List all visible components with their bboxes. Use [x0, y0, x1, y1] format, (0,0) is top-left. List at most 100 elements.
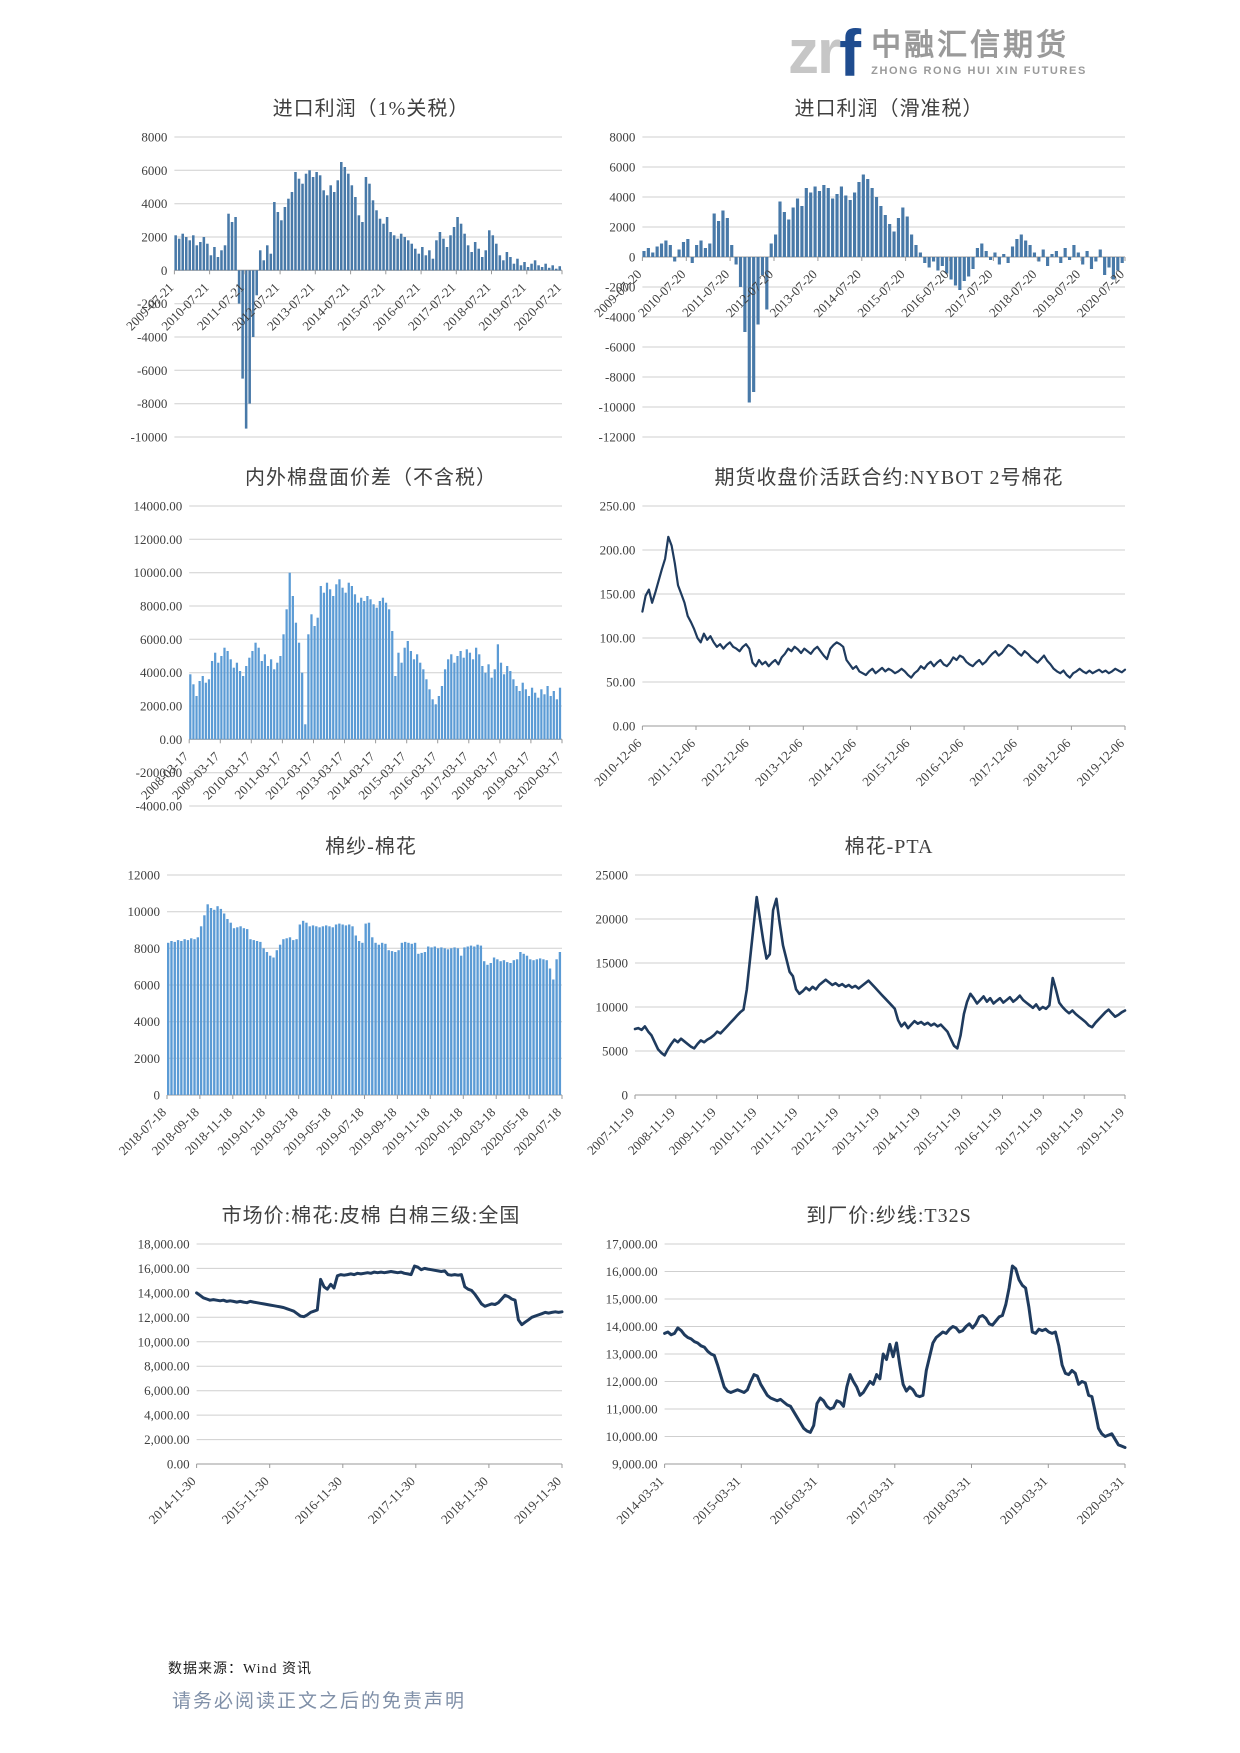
svg-text:25000: 25000 — [596, 868, 629, 883]
svg-text:-4000.00: -4000.00 — [136, 799, 183, 814]
svg-text:15000: 15000 — [596, 956, 629, 971]
svg-text:15,000.00: 15,000.00 — [606, 1292, 658, 1307]
svg-text:0: 0 — [161, 263, 168, 278]
chart-title: 棉纱-棉花 — [325, 836, 417, 858]
chart-nybot-cotton-no2-close: 期货收盘价活跃合约:NYBOT 2号棉花 250.00 200.00 150.00 1… — [586, 461, 1146, 822]
disclaimer-note: 请务必阅读正文之后的免责声明 — [172, 1691, 467, 1712]
svg-text:10,000.00: 10,000.00 — [606, 1429, 658, 1444]
svg-text:2014-03-31: 2014-03-31 — [613, 1474, 667, 1528]
chart-yarn-minus-cotton: 棉纱-棉花 12000 10000 8000 6000 4000 2000 0 2018-07… — [116, 830, 578, 1191]
svg-text:2015-12-06: 2015-12-06 — [859, 735, 913, 789]
svg-text:2000.00: 2000.00 — [140, 699, 182, 714]
svg-text:-4000: -4000 — [605, 310, 635, 325]
svg-text:50.00: 50.00 — [606, 675, 635, 690]
svg-text:4000.00: 4000.00 — [140, 665, 182, 680]
svg-text:250.00: 250.00 — [600, 499, 636, 514]
svg-text:20000: 20000 — [596, 912, 629, 927]
svg-text:12,000.00: 12,000.00 — [606, 1374, 658, 1389]
svg-text:2017-11-30: 2017-11-30 — [365, 1474, 418, 1527]
logo-wordmark: 中融汇信期货 ZHONG RONG HUI XIN FUTURES — [871, 29, 1087, 77]
chart-cotton-minus-pta: 棉花-PTA 25000 20000 15000 10000 5000 0 2007-11-… — [584, 830, 1146, 1191]
svg-text:2015-03-31: 2015-03-31 — [690, 1474, 744, 1528]
svg-text:9,000.00: 9,000.00 — [612, 1457, 658, 1472]
line-chart-plot: 250.00 200.00 150.00 100.00 50.00 0.00 2010-12… — [586, 492, 1146, 822]
svg-text:0: 0 — [629, 250, 636, 265]
svg-text:2020-03-31: 2020-03-31 — [1074, 1474, 1128, 1528]
svg-text:-8000: -8000 — [137, 396, 167, 411]
svg-text:4000: 4000 — [141, 196, 167, 211]
svg-text:4000: 4000 — [134, 1014, 160, 1029]
svg-text:6000: 6000 — [141, 163, 167, 178]
svg-text:2018-11-30: 2018-11-30 — [438, 1474, 491, 1527]
svg-text:13,000.00: 13,000.00 — [606, 1347, 658, 1362]
svg-text:200.00: 200.00 — [600, 543, 636, 558]
chart-import-profit-1pct-tariff: 进口利润（1%关税） 8000 6000 4000 2000 0 -2000 -4000 -6… — [118, 92, 578, 453]
svg-text:10,000.00: 10,000.00 — [138, 1334, 190, 1349]
chart-market-price-lint-cotton: 市场价:棉花:皮棉 白棉三级:全国 18,000.00 16,000.00 14,0… — [118, 1199, 578, 1560]
svg-text:16,000.00: 16,000.00 — [138, 1261, 190, 1276]
svg-text:2000: 2000 — [609, 220, 635, 235]
svg-text:2015-11-30: 2015-11-30 — [219, 1474, 272, 1527]
logo-f-letter: f — [839, 16, 862, 90]
line-chart-plot: 17,000.00 16,000.00 15,000.00 14,000.00 13,0… — [586, 1230, 1146, 1560]
svg-text:8,000.00: 8,000.00 — [144, 1359, 190, 1374]
svg-text:10000.00: 10000.00 — [133, 565, 182, 580]
chart-title: 市场价:棉花:皮棉 白棉三级:全国 — [221, 1205, 521, 1227]
svg-text:4000: 4000 — [609, 190, 635, 205]
svg-text:2016-11-30: 2016-11-30 — [292, 1474, 345, 1527]
svg-text:11,000.00: 11,000.00 — [606, 1402, 658, 1417]
svg-text:12,000.00: 12,000.00 — [138, 1310, 190, 1325]
svg-text:2017-12-06: 2017-12-06 — [966, 735, 1020, 789]
chart-title: 期货收盘价活跃合约:NYBOT 2号棉花 — [714, 467, 1064, 489]
chart-title: 内外棉盘面价差（不含税） — [245, 467, 497, 489]
svg-text:6,000.00: 6,000.00 — [144, 1383, 190, 1398]
svg-text:2012-12-06: 2012-12-06 — [698, 735, 752, 789]
svg-text:4,000.00: 4,000.00 — [144, 1408, 190, 1423]
bar-chart-plot: 8000 6000 4000 2000 0 -2000 -4000 -6000 -8000 -10… — [118, 123, 578, 453]
svg-text:2016-03-31: 2016-03-31 — [767, 1474, 821, 1528]
svg-text:14,000.00: 14,000.00 — [606, 1319, 658, 1334]
svg-text:0: 0 — [154, 1088, 161, 1103]
svg-text:2018-03-31: 2018-03-31 — [920, 1474, 974, 1528]
data-source-note: 数据来源：Wind 资讯 — [168, 1662, 313, 1677]
bar-chart-plot: 14000.00 12000.00 10000.00 8000.00 6000.00 40… — [118, 492, 578, 822]
svg-text:6000: 6000 — [609, 160, 635, 175]
svg-text:18,000.00: 18,000.00 — [138, 1237, 190, 1252]
svg-text:8000: 8000 — [134, 941, 160, 956]
svg-text:2011-12-06: 2011-12-06 — [645, 735, 699, 789]
svg-text:2013-12-06: 2013-12-06 — [752, 735, 806, 789]
bar-chart-plot: 8000 6000 4000 2000 0 -2000 -4000 -6000 -8000 -10… — [586, 123, 1146, 453]
line-chart-plot: 18,000.00 16,000.00 14,000.00 12,000.00 10,0… — [118, 1230, 578, 1560]
chart-domestic-foreign-cotton-spread: 内外棉盘面价差（不含税） 14000.00 12000.00 10000.00 800… — [118, 461, 578, 822]
svg-text:10000: 10000 — [596, 1000, 629, 1015]
svg-text:2016-12-06: 2016-12-06 — [913, 735, 967, 789]
svg-text:2010-12-06: 2010-12-06 — [591, 735, 645, 789]
chart-title: 棉花-PTA — [844, 836, 934, 858]
svg-text:2014-11-30: 2014-11-30 — [146, 1474, 199, 1527]
svg-text:14,000.00: 14,000.00 — [138, 1285, 190, 1300]
svg-text:-4000: -4000 — [137, 330, 167, 345]
svg-text:5000: 5000 — [602, 1044, 628, 1059]
svg-text:8000: 8000 — [609, 130, 635, 145]
svg-text:0.00: 0.00 — [167, 1457, 190, 1472]
svg-text:2020-07-20: 2020-07-20 — [1074, 267, 1128, 321]
svg-text:2019-11-30: 2019-11-30 — [511, 1474, 564, 1527]
svg-text:150.00: 150.00 — [600, 587, 636, 602]
svg-text:10000: 10000 — [128, 904, 161, 919]
svg-text:2014-12-06: 2014-12-06 — [806, 735, 860, 789]
line-chart-plot: 25000 20000 15000 10000 5000 0 2007-11-19 2008-… — [584, 861, 1146, 1191]
svg-text:-6000: -6000 — [137, 363, 167, 378]
chart-title: 到厂价:纱线:T32S — [806, 1205, 972, 1227]
svg-text:14000.00: 14000.00 — [133, 499, 182, 514]
svg-text:17,000.00: 17,000.00 — [606, 1237, 658, 1252]
svg-text:2,000.00: 2,000.00 — [144, 1432, 190, 1447]
svg-text:2018-12-06: 2018-12-06 — [1020, 735, 1074, 789]
bar-chart-plot: 12000 10000 8000 6000 4000 2000 0 2018-07-18 201… — [116, 861, 578, 1191]
svg-text:2019-03-31: 2019-03-31 — [997, 1474, 1051, 1528]
svg-text:-2000.00: -2000.00 — [136, 765, 183, 780]
svg-text:12000.00: 12000.00 — [133, 532, 182, 547]
svg-text:0.00: 0.00 — [159, 732, 182, 747]
svg-text:0: 0 — [622, 1088, 629, 1103]
svg-text:-8000: -8000 — [605, 370, 635, 385]
